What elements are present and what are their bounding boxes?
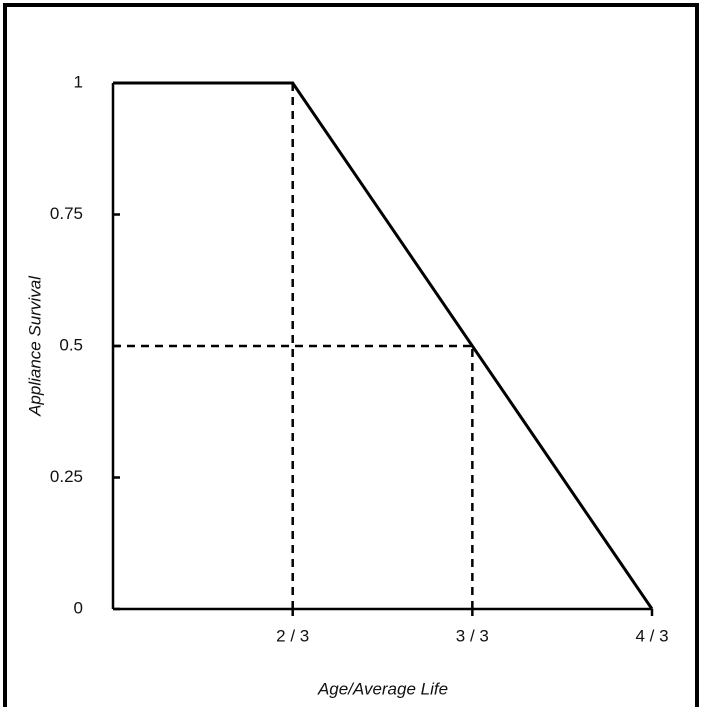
x-tick-label: 3 / 3 <box>456 626 489 645</box>
frame <box>3 3 699 707</box>
y-tick-label: 0.75 <box>50 204 83 223</box>
y-tick-label: 1 <box>74 72 83 91</box>
x-tick-label: 4 / 3 <box>635 626 668 645</box>
y-tick-label: 0.5 <box>59 335 83 354</box>
line <box>113 81 654 610</box>
x-tick-label: 2 / 3 <box>276 626 309 645</box>
y-tick-label: 0 <box>74 598 83 617</box>
x-axis-label: Age/Average Life <box>317 679 448 698</box>
y-axis-label: Appliance Survival <box>25 275 44 417</box>
y-tick-label: 0.25 <box>50 467 83 486</box>
